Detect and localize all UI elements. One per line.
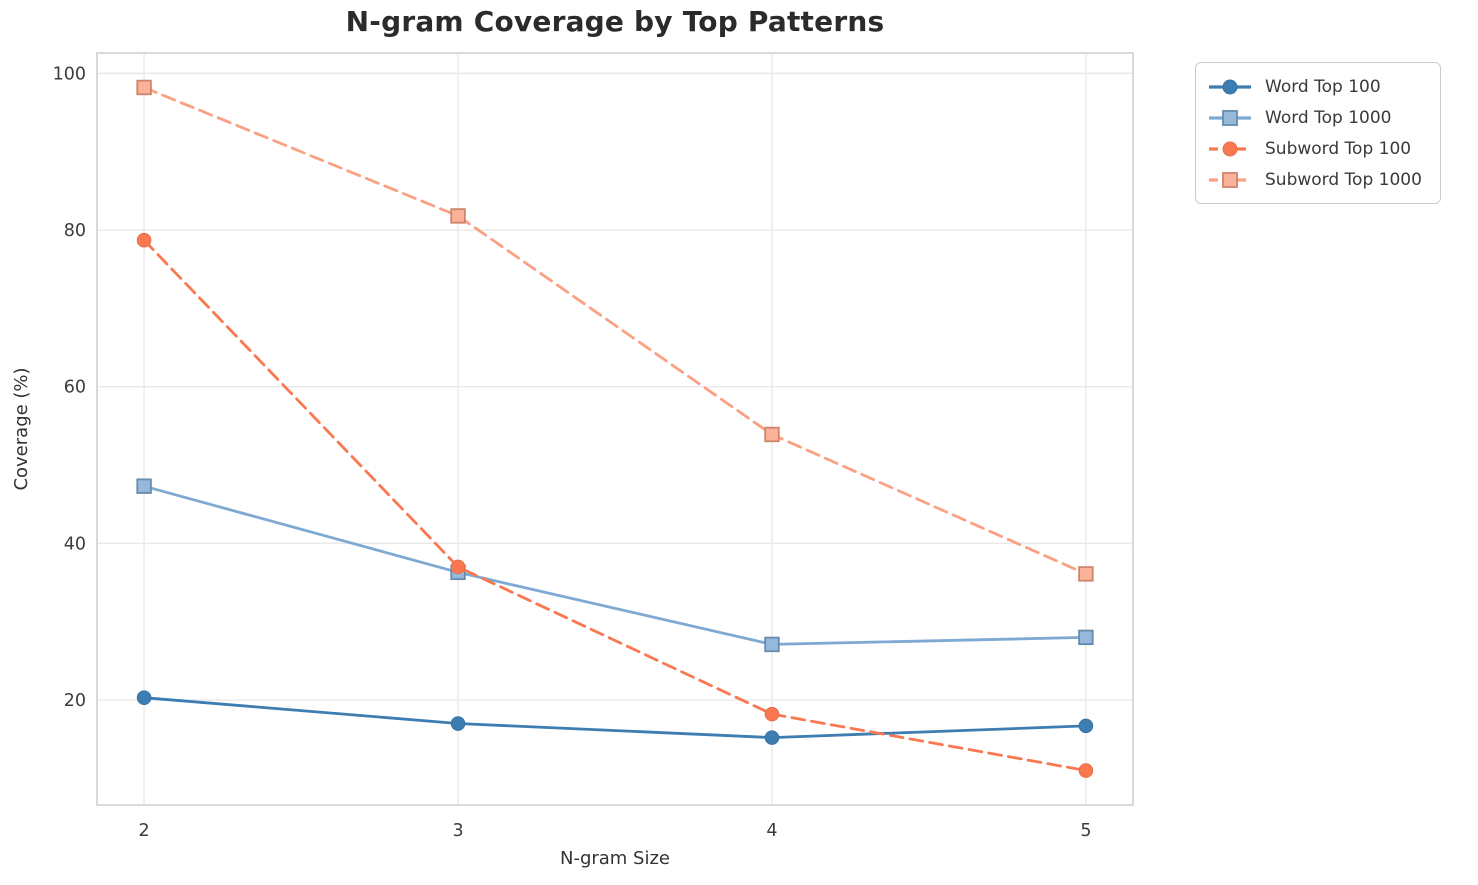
x-tick-label-5: 5 (1080, 821, 1091, 841)
chart-title: N-gram Coverage by Top Patterns (345, 5, 885, 38)
marker-word-top-100-x5 (1078, 718, 1094, 734)
legend-swatch-subword-top-100 (1208, 140, 1252, 158)
legend-item-word-top-1000: Word Top 1000 (1208, 103, 1422, 132)
legend-label-subword-top-100: Subword Top 100 (1265, 138, 1412, 159)
marker-word-top-1000-x5 (1078, 629, 1094, 646)
marker-word-top-100-x3 (450, 716, 466, 731)
legend-line-subword-top-100-icon (1209, 141, 1251, 156)
y-tick-label-60: 60 (64, 378, 86, 398)
legend-item-subword-top-1000: Subword Top 1000 (1208, 165, 1422, 194)
legend-marker-subword-top-100-icon (1222, 141, 1238, 156)
legend-item-subword-top-100: Subword Top 100 (1208, 134, 1422, 163)
legend-label-subword-top-1000: Subword Top 1000 (1265, 169, 1422, 190)
marker-word-top-1000-x2 (136, 478, 152, 494)
series-line-word-top-1000 (142, 484, 1088, 646)
legend-line-word-top-100-icon (1209, 79, 1251, 94)
marker-word-top-100-x2 (136, 690, 152, 705)
marker-subword-top-1000-x3 (450, 208, 466, 224)
series-line-subword-top-100 (142, 238, 1088, 772)
marker-word-top-100-x4 (764, 730, 780, 745)
marker-subword-top-100-x3 (450, 559, 466, 575)
marker-subword-top-1000-x2 (136, 79, 152, 96)
marker-subword-top-100-x4 (764, 706, 780, 722)
y-axis-label: Coverage (%) (11, 367, 32, 490)
legend-line-word-top-1000-icon (1209, 109, 1251, 126)
marker-word-top-1000-x4 (764, 636, 780, 653)
legend-item-word-top-100: Word Top 100 (1208, 72, 1422, 101)
legend-label-word-top-100: Word Top 100 (1265, 76, 1381, 97)
legend-label-word-top-1000: Word Top 1000 (1265, 107, 1392, 128)
legend: Word Top 100 Word Top 1000 Subword Top 1… (1195, 62, 1441, 204)
legend-swatch-word-top-100 (1208, 78, 1252, 96)
y-tick-label-100: 100 (53, 64, 86, 84)
legend-marker-word-top-100-icon (1222, 79, 1238, 94)
legend-swatch-word-top-1000 (1208, 109, 1252, 127)
series-line-word-top-100 (142, 696, 1088, 739)
plot-border (96, 52, 1134, 806)
y-tick-label-80: 80 (64, 221, 86, 241)
legend-marker-word-top-1000-icon (1222, 109, 1238, 126)
legend-line-subword-top-1000-icon (1209, 171, 1251, 188)
marker-subword-top-100-x5 (1078, 763, 1094, 778)
series-line-subword-top-1000 (142, 86, 1088, 576)
marker-subword-top-1000-x4 (764, 426, 780, 443)
x-tick-label-3: 3 (452, 821, 463, 841)
x-tick-label-4: 4 (766, 821, 777, 841)
legend-marker-subword-top-1000-icon (1222, 171, 1238, 188)
marker-subword-top-1000-x5 (1078, 566, 1094, 582)
y-tick-label-20: 20 (64, 691, 86, 711)
x-axis-label: N-gram Size (560, 848, 670, 869)
y-tick-label-40: 40 (64, 534, 86, 554)
marker-subword-top-100-x2 (136, 232, 152, 248)
legend-swatch-subword-top-1000 (1208, 171, 1252, 189)
x-tick-label-2: 2 (139, 821, 150, 841)
